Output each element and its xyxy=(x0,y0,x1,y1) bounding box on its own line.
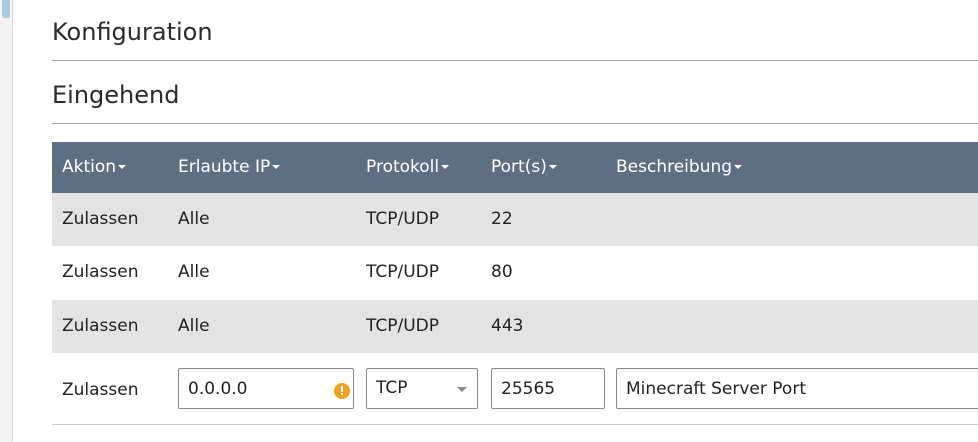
cell-protocol: TCP/UDP xyxy=(366,262,440,282)
divider xyxy=(52,424,978,425)
caret-down-icon xyxy=(118,165,127,169)
column-header-protokoll[interactable]: Protokoll xyxy=(366,157,450,177)
page-title: Konfiguration xyxy=(52,18,213,46)
column-label: Protokoll xyxy=(366,157,440,177)
column-header-ports[interactable]: Port(s) xyxy=(491,157,557,177)
description-input[interactable] xyxy=(616,368,978,409)
window-left-edge xyxy=(0,0,13,442)
column-label: Port(s) xyxy=(491,157,547,177)
table-header: Aktion Erlaubte IP Protokoll Port(s) Bes… xyxy=(52,142,978,193)
section-title: Eingehend xyxy=(52,81,180,109)
table-row[interactable]: Zulassen Alle TCP/UDP 22 xyxy=(52,193,978,246)
allowed-ip-input[interactable] xyxy=(178,368,354,409)
caret-down-icon xyxy=(734,165,743,169)
chevron-down-icon xyxy=(457,387,467,392)
divider xyxy=(52,123,978,124)
column-header-beschreibung[interactable]: Beschreibung xyxy=(616,157,743,177)
column-label: Beschreibung xyxy=(616,157,733,177)
table-row[interactable]: Zulassen Alle TCP/UDP 443 xyxy=(52,300,978,353)
caret-down-icon xyxy=(548,165,557,169)
ports-input[interactable] xyxy=(491,368,605,409)
protocol-select[interactable]: TCP xyxy=(366,368,478,409)
cell-ports: 443 xyxy=(491,316,524,336)
protocol-select-value: TCP xyxy=(376,378,408,398)
caret-down-icon xyxy=(272,165,281,169)
cell-ip: Alle xyxy=(178,262,210,282)
column-label: Erlaubte IP xyxy=(178,157,271,177)
cell-ports: 22 xyxy=(491,209,513,229)
column-label: Aktion xyxy=(62,157,117,177)
warning-icon: ! xyxy=(334,383,350,399)
cell-ip: Alle xyxy=(178,316,210,336)
cell-ip: Alle xyxy=(178,209,210,229)
cell-protocol: TCP/UDP xyxy=(366,316,440,336)
caret-down-icon xyxy=(441,165,450,169)
table-row[interactable]: Zulassen Alle TCP/UDP 80 xyxy=(52,246,978,299)
cell-protocol: TCP/UDP xyxy=(366,209,440,229)
cell-action: Zulassen xyxy=(62,209,139,229)
cell-action: Zulassen xyxy=(62,316,139,336)
new-rule-row: Zulassen ! TCP xyxy=(52,353,978,424)
cell-ports: 80 xyxy=(491,262,513,282)
divider xyxy=(52,60,978,61)
column-header-erlaubte-ip[interactable]: Erlaubte IP xyxy=(178,157,281,177)
cell-action: Zulassen xyxy=(62,262,139,282)
new-rule-action: Zulassen xyxy=(62,380,139,400)
left-edge-tab xyxy=(2,0,10,18)
column-header-aktion[interactable]: Aktion xyxy=(62,157,127,177)
